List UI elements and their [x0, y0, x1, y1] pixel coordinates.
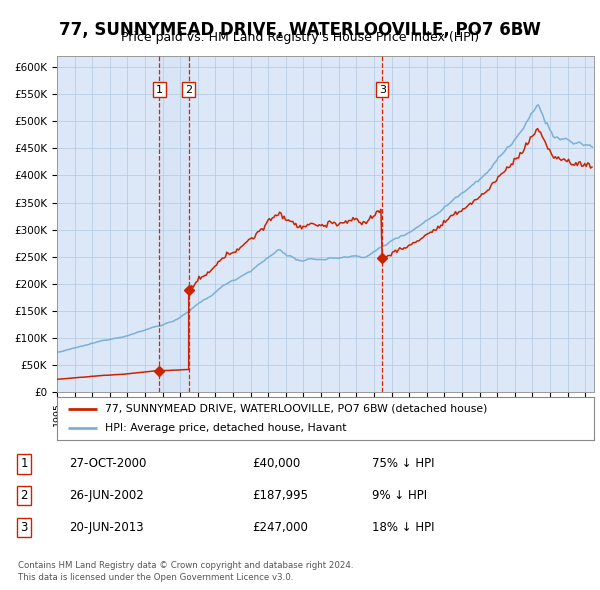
Text: 77, SUNNYMEAD DRIVE, WATERLOOVILLE, PO7 6BW (detached house): 77, SUNNYMEAD DRIVE, WATERLOOVILLE, PO7 …	[106, 404, 488, 414]
Bar	[160, 56, 188, 392]
Text: 2: 2	[185, 85, 192, 94]
Text: £40,000: £40,000	[252, 457, 300, 470]
Text: 26-JUN-2002: 26-JUN-2002	[69, 489, 144, 502]
Text: 20-JUN-2013: 20-JUN-2013	[69, 521, 143, 534]
Text: 18% ↓ HPI: 18% ↓ HPI	[372, 521, 434, 534]
Text: This data is licensed under the Open Government Licence v3.0.: This data is licensed under the Open Gov…	[18, 572, 293, 582]
Text: 77, SUNNYMEAD DRIVE, WATERLOOVILLE, PO7 6BW: 77, SUNNYMEAD DRIVE, WATERLOOVILLE, PO7 …	[59, 21, 541, 39]
Text: 3: 3	[379, 85, 386, 94]
Text: 3: 3	[20, 521, 28, 534]
Text: Contains HM Land Registry data © Crown copyright and database right 2024.: Contains HM Land Registry data © Crown c…	[18, 560, 353, 570]
Text: 75% ↓ HPI: 75% ↓ HPI	[372, 457, 434, 470]
Text: 27-OCT-2000: 27-OCT-2000	[69, 457, 146, 470]
Text: 9% ↓ HPI: 9% ↓ HPI	[372, 489, 427, 502]
Text: HPI: Average price, detached house, Havant: HPI: Average price, detached house, Hava…	[106, 422, 347, 432]
Text: £187,995: £187,995	[252, 489, 308, 502]
Text: 1: 1	[20, 457, 28, 470]
Text: Price paid vs. HM Land Registry's House Price Index (HPI): Price paid vs. HM Land Registry's House …	[121, 31, 479, 44]
Text: 2: 2	[20, 489, 28, 502]
Text: £247,000: £247,000	[252, 521, 308, 534]
Text: 1: 1	[156, 85, 163, 94]
